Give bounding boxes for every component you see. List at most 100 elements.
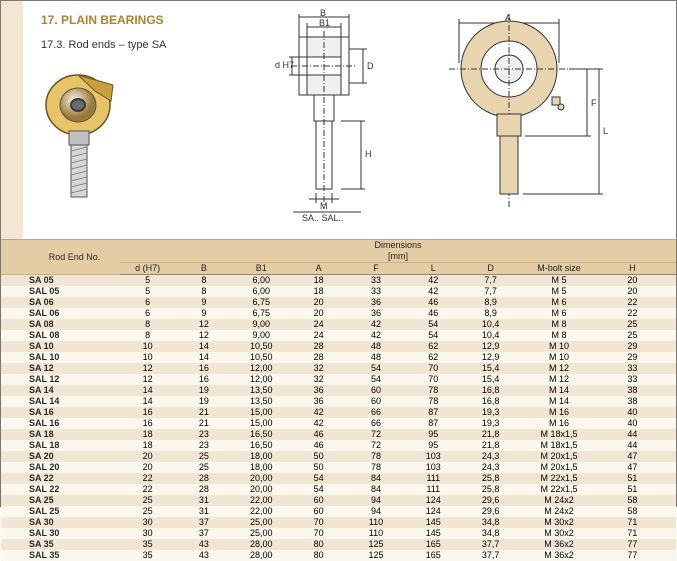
cell-value: 19,3 — [462, 407, 519, 418]
cell-value: 50 — [290, 451, 347, 462]
cell-value: 8 — [175, 286, 232, 297]
cell-value: 54 — [290, 473, 347, 484]
cell-value: 12 — [120, 363, 175, 374]
cell-value: 20 — [290, 297, 347, 308]
cell-value: 54 — [347, 363, 404, 374]
cell-value: 6,00 — [233, 275, 290, 287]
cell-value: 20,00 — [233, 484, 290, 495]
cell-value: M 16 — [519, 418, 598, 429]
cell-value: 21,8 — [462, 429, 519, 440]
cell-value: 16 — [120, 407, 175, 418]
cell-rodend: SAL 20 — [1, 462, 120, 473]
cell-rodend: SA 25 — [1, 495, 120, 506]
table-row: SAL 30303725,007011014534,8M 30x271 — [1, 528, 676, 539]
cell-value: 12,9 — [462, 352, 519, 363]
cell-value: 13,50 — [233, 385, 290, 396]
cell-value: 60 — [347, 396, 404, 407]
cell-value: 7,7 — [462, 275, 519, 287]
technical-drawings: B B1 D d H7 — [201, 1, 676, 239]
cell-value: 21 — [175, 407, 232, 418]
cell-value: 66 — [347, 418, 404, 429]
cell-value: M 20x1,5 — [519, 462, 598, 473]
cell-value: 34,8 — [462, 528, 519, 539]
cell-value: 20 — [120, 462, 175, 473]
cell-value: 110 — [347, 528, 404, 539]
cell-value: 8 — [175, 275, 232, 287]
cell-value: 42 — [405, 275, 462, 287]
cell-rodend: SAL 10 — [1, 352, 120, 363]
cell-value: 38 — [599, 385, 676, 396]
cell-value: 62 — [405, 341, 462, 352]
cell-value: M 10 — [519, 352, 598, 363]
table-row: SA 20202518,00507810324,3M 20x1,547 — [1, 451, 676, 462]
cell-value: 16 — [175, 363, 232, 374]
cell-value: 19 — [175, 396, 232, 407]
table-row: SAL 25253122,00609412429,6M 24x258 — [1, 506, 676, 517]
cell-value: M 22x1,5 — [519, 473, 598, 484]
table-row: SAL 18182316,5046729521,8M 18x1,544 — [1, 440, 676, 451]
cell-value: 32 — [290, 363, 347, 374]
cell-value: M 30x2 — [519, 528, 598, 539]
cell-value: 28 — [175, 473, 232, 484]
cell-rodend: SAL 08 — [1, 330, 120, 341]
cell-value: 37,7 — [462, 550, 519, 561]
cell-value: 103 — [405, 462, 462, 473]
cell-value: 36 — [290, 385, 347, 396]
dim-label-F: F — [591, 98, 597, 108]
cell-value: M 24x2 — [519, 495, 598, 506]
cell-value: 31 — [175, 495, 232, 506]
cell-value: M 10 — [519, 341, 598, 352]
cell-value: 110 — [347, 517, 404, 528]
cell-value: 24 — [290, 330, 347, 341]
cell-value: 44 — [599, 440, 676, 451]
cell-value: 37 — [175, 528, 232, 539]
cell-value: 12 — [120, 374, 175, 385]
cell-value: 16,50 — [233, 429, 290, 440]
cell-value: 6,75 — [233, 308, 290, 319]
cell-value: 37 — [175, 517, 232, 528]
cell-value: 16 — [120, 418, 175, 429]
cell-value: 20 — [599, 286, 676, 297]
cell-value: 14 — [120, 396, 175, 407]
cell-value: 103 — [405, 451, 462, 462]
table-row: SAL 16162115,0042668719,3M 1640 — [1, 418, 676, 429]
table-row: SA 10101410,5028486212,9M 1029 — [1, 341, 676, 352]
cell-value: M 5 — [519, 275, 598, 287]
cell-value: 94 — [347, 506, 404, 517]
cell-value: 12 — [175, 330, 232, 341]
cell-value: 30 — [120, 528, 175, 539]
table-row: SA 05586,001833427,7M 520 — [1, 275, 676, 287]
cell-value: 8 — [120, 330, 175, 341]
cell-value: 6 — [120, 308, 175, 319]
cell-value: 22 — [599, 308, 676, 319]
cell-rodend: SAL 16 — [1, 418, 120, 429]
dim-label-M: M — [320, 201, 328, 211]
cell-value: 8 — [120, 319, 175, 330]
th-b1: B1 — [233, 263, 290, 275]
cell-rodend: SAL 12 — [1, 374, 120, 385]
cell-rodend: SA 05 — [1, 275, 120, 287]
th-a: A — [290, 263, 347, 275]
cell-value: 33 — [347, 275, 404, 287]
cell-value: 10,4 — [462, 319, 519, 330]
table-row: SA 18182316,5046729521,8M 18x1,544 — [1, 429, 676, 440]
dim-label-dH7: d H7 — [275, 60, 294, 70]
cell-value: 19,3 — [462, 418, 519, 429]
th-h: H — [599, 263, 676, 275]
cell-rodend: SA 10 — [1, 341, 120, 352]
table-row: SA 25253122,00609412429,6M 24x258 — [1, 495, 676, 506]
cell-value: 14 — [175, 352, 232, 363]
cell-value: 28 — [290, 352, 347, 363]
cell-value: 18 — [120, 429, 175, 440]
cell-value: M 8 — [519, 330, 598, 341]
th-b: B — [175, 263, 232, 275]
cell-rodend: SA 14 — [1, 385, 120, 396]
cell-value: 62 — [405, 352, 462, 363]
page-top: 17. PLAIN BEARINGS 17.3. Rod ends – type… — [1, 1, 676, 239]
cell-value: 16,8 — [462, 385, 519, 396]
cell-value: 111 — [405, 473, 462, 484]
cell-value: 29,6 — [462, 506, 519, 517]
cell-value: M 12 — [519, 374, 598, 385]
cell-value: 58 — [599, 495, 676, 506]
cell-value: 29,6 — [462, 495, 519, 506]
